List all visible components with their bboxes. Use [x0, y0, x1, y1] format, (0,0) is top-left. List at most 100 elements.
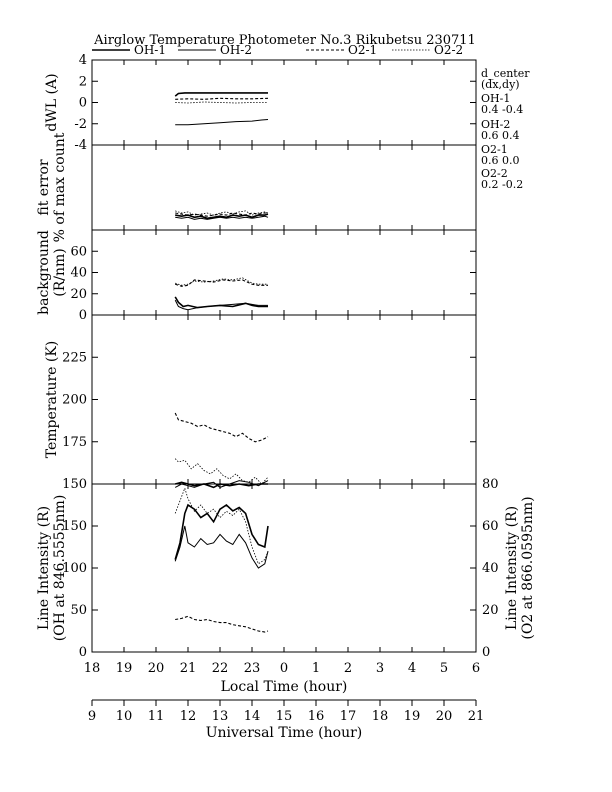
panel-frame [91, 229, 477, 316]
y-tick-label: 60 [70, 244, 87, 259]
x-tick-label: 0 [280, 661, 288, 676]
ut-axis-label: Universal Time (hour) [206, 725, 363, 741]
y-tick-label: 150 [62, 477, 87, 492]
series-oh-1-line [175, 213, 269, 220]
series-oh-1-line [174, 296, 268, 309]
y-axis-label: background [36, 230, 52, 315]
x-tick-label: 4 [408, 661, 416, 676]
side-label: d_center [481, 67, 530, 80]
x-tick-label: 22 [212, 661, 229, 676]
side-label: O2-2 [481, 167, 508, 180]
series-o2-1-line [175, 615, 269, 633]
y-tick-label: 4 [79, 53, 87, 68]
y-tick-label: 0 [79, 645, 87, 660]
panel-frame [91, 144, 477, 231]
series-oh-2-line [174, 525, 269, 569]
legend-label-o2-2: O2-2 [434, 43, 463, 57]
side-label: O2-1 [481, 143, 508, 156]
x-tick-label: 21 [180, 661, 197, 676]
series-o2-2-line [174, 458, 269, 485]
x-tick-label: 19 [116, 661, 133, 676]
y-tick-label: 0 [79, 96, 87, 111]
ut-tick-label: 9 [88, 709, 96, 724]
series-o2-2-line [174, 486, 269, 565]
x-tick-label: 3 [376, 661, 384, 676]
panel-temperature: 225 200 175 150 Temperature (K) [44, 314, 477, 492]
legend-label-oh-1: OH-1 [134, 43, 166, 57]
ut-tick-label: 11 [148, 709, 165, 724]
side-label: OH-1 [481, 92, 510, 105]
x-tick-label: 2 [344, 661, 352, 676]
y-tick-label: -2 [74, 117, 87, 132]
panel-frame [91, 59, 477, 146]
ut-tick-label: 17 [340, 709, 357, 724]
y2-tick-label: 20 [482, 603, 499, 618]
y-tick-label: 100 [62, 561, 87, 576]
series-oh-1-line [174, 503, 269, 560]
series-oh-2-line [175, 119, 269, 126]
y-axis-label: fit error [36, 159, 52, 216]
ut-tick-label: 18 [372, 709, 389, 724]
series-o2-1-line [174, 412, 269, 443]
side-label: 0.6 0.4 [481, 129, 519, 142]
panel-dWL: 4 2 0 -2 -4 dWL (A) [44, 53, 477, 153]
ut-tick-label: 19 [404, 709, 421, 724]
series-oh-2-line [174, 480, 269, 488]
x-tick-label: 6 [472, 661, 480, 676]
y-tick-label: 20 [70, 287, 87, 302]
x-tick-label: 18 [84, 661, 101, 676]
y-tick-label: 225 [62, 350, 87, 365]
panel-fit-error: fit error% of max count [36, 132, 477, 242]
series-o2-2-line [175, 277, 268, 286]
side-label: 0.4 -0.4 [481, 103, 523, 116]
ut-tick-label: 13 [212, 709, 229, 724]
d-center-labels: d_center(dx,dy)OH-10.4 -0.4OH-20.6 0.4O2… [481, 67, 530, 191]
y-tick-label: 150 [62, 519, 87, 534]
y-tick-label: -4 [74, 138, 87, 153]
panel-frame [91, 314, 477, 485]
series-oh-2-line [175, 215, 269, 220]
chart-title: Airglow Temperature Photometer No.3 Riku… [93, 33, 476, 48]
x-tick-label: 20 [148, 661, 165, 676]
series-oh-1-line [174, 92, 268, 97]
y2-axis-label: Line Intensity (R) [504, 506, 520, 630]
side-label: 0.6 0.0 [481, 154, 519, 167]
ut-tick-label: 10 [116, 709, 133, 724]
y-axis-label-sub: (OH at 846.5555nm) [52, 495, 68, 642]
y-axis-label-sub: (R/nm) [52, 248, 68, 296]
legend-label-oh-2: OH-2 [220, 43, 252, 57]
ut-tick-label: 16 [308, 709, 325, 724]
y-tick-label: 175 [62, 435, 87, 450]
series-o2-1-line [175, 97, 269, 100]
y-axis-label: Line Intensity (R) [36, 506, 52, 630]
y-axis-label: dWL (A) [44, 73, 60, 131]
ut-tick-label: 12 [180, 709, 197, 724]
y-axis-label: Temperature (K) [44, 341, 60, 459]
x-tick-label: 5 [440, 661, 448, 676]
series-oh-2-line [174, 299, 268, 311]
series-o2-1-line [175, 279, 268, 287]
y-tick-label: 200 [62, 393, 87, 408]
y2-tick-label: 0 [482, 645, 490, 660]
series-o2-1-line [175, 212, 268, 217]
y-axis-label-sub: % of max count [52, 132, 68, 242]
y-tick-label: 40 [70, 266, 87, 281]
x-tick-label: 1 [312, 661, 320, 676]
ut-tick-label: 15 [276, 709, 293, 724]
side-label: (dx,dy) [481, 78, 520, 91]
x-axis-label: Local Time (hour) [221, 679, 348, 695]
side-label: OH-2 [481, 118, 510, 131]
ut-tick-label: 21 [468, 709, 485, 724]
legend: OH-1 OH-2 O2-1 O2-2 [92, 43, 463, 57]
ut-tick-label: 20 [436, 709, 453, 724]
panel-frame [91, 483, 477, 653]
y2-tick-label: 40 [482, 561, 499, 576]
y2-axis-label-sub: (O2 at 866.0595nm) [520, 496, 536, 639]
panel-background: 60 40 20 0 background (R/nm) [36, 229, 477, 323]
y-tick-label: 50 [70, 603, 87, 618]
side-label: 0.2 -0.2 [481, 178, 523, 191]
